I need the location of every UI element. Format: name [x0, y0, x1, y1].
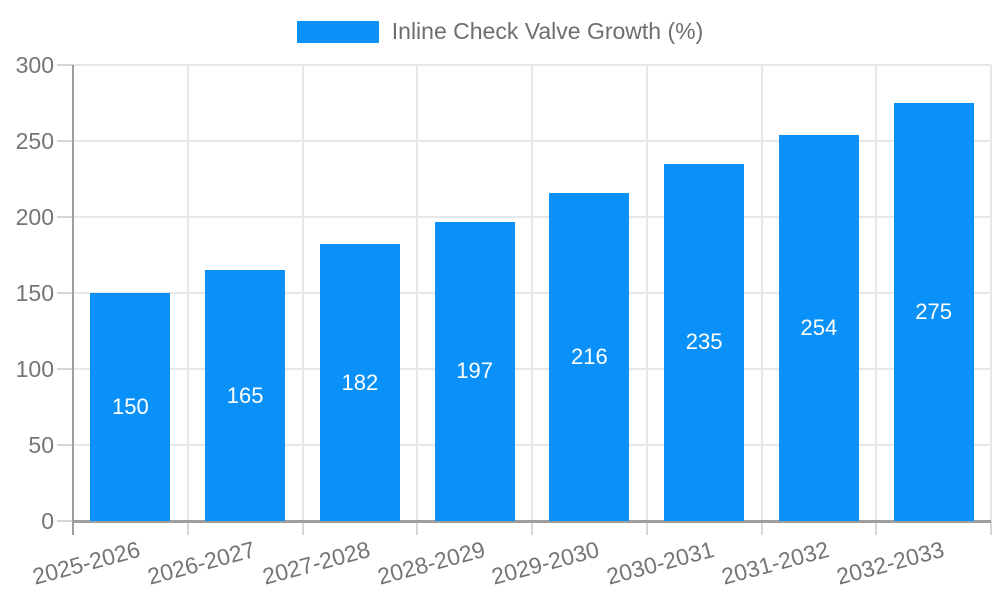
y-tick — [57, 216, 73, 218]
y-tick-label: 250 — [15, 128, 54, 154]
y-tick — [57, 140, 73, 142]
legend-item[interactable]: Inline Check Valve Growth (%) — [296, 18, 704, 45]
x-tick-label: 2028-2029 — [374, 536, 488, 590]
x-tick — [186, 521, 189, 535]
bar — [549, 192, 630, 521]
x-tick-label: 2030-2031 — [603, 536, 717, 590]
x-tick — [416, 521, 419, 535]
bar — [205, 270, 286, 521]
x-tick — [760, 521, 763, 535]
y-tick-label: 200 — [15, 204, 54, 230]
x-gridline — [645, 65, 648, 521]
bar — [319, 244, 400, 521]
bar-value-label: 216 — [571, 343, 608, 369]
x-tick — [875, 521, 878, 535]
y-tick-label: 0 — [41, 508, 54, 534]
bar — [90, 293, 171, 521]
legend-label: Inline Check Valve Growth (%) — [391, 18, 704, 44]
bar-value-label: 275 — [915, 299, 952, 324]
x-axis-line — [73, 520, 991, 523]
y-tick-label: 50 — [28, 432, 54, 458]
y-tick — [57, 64, 73, 66]
y-tick — [57, 520, 73, 522]
bar-value-label: 182 — [341, 369, 379, 395]
x-gridline — [416, 65, 419, 521]
x-tick — [645, 521, 648, 535]
bar — [778, 134, 859, 521]
x-gridline — [301, 65, 304, 521]
bar-value-label: 150 — [112, 394, 149, 419]
x-gridline — [760, 65, 763, 521]
x-tick-label: 2025-2026 — [30, 536, 144, 590]
x-gridline — [875, 65, 878, 521]
bar-value-label: 235 — [685, 329, 723, 355]
x-gridline — [186, 65, 189, 521]
y-tick-label: 150 — [15, 280, 54, 306]
x-tick — [301, 521, 304, 535]
y-axis-line — [72, 65, 74, 535]
y-tick — [57, 444, 73, 446]
legend-swatch — [296, 20, 379, 43]
x-gridline — [531, 65, 533, 521]
legend: Inline Check Valve Growth (%) — [0, 18, 1000, 45]
y-tick — [57, 368, 73, 370]
y-tick-label: 300 — [15, 52, 54, 78]
x-tick-label: 2029-2030 — [489, 536, 603, 590]
x-tick-label: 2031-2032 — [718, 536, 832, 590]
bar — [664, 163, 745, 521]
x-tick-label: 2027-2028 — [259, 536, 373, 590]
bar — [434, 221, 515, 521]
bar-value-label: 197 — [456, 358, 493, 384]
x-tick — [531, 521, 533, 535]
x-gridline — [990, 65, 992, 521]
x-tick-label: 2026-2027 — [144, 536, 258, 590]
bar-value-label: 165 — [226, 382, 264, 408]
y-tick — [57, 292, 73, 294]
bar — [893, 103, 974, 521]
y-tick-label: 100 — [15, 356, 54, 382]
bar-value-label: 254 — [800, 314, 838, 340]
x-tick-label: 2032-2033 — [833, 536, 947, 590]
x-tick — [990, 521, 992, 535]
